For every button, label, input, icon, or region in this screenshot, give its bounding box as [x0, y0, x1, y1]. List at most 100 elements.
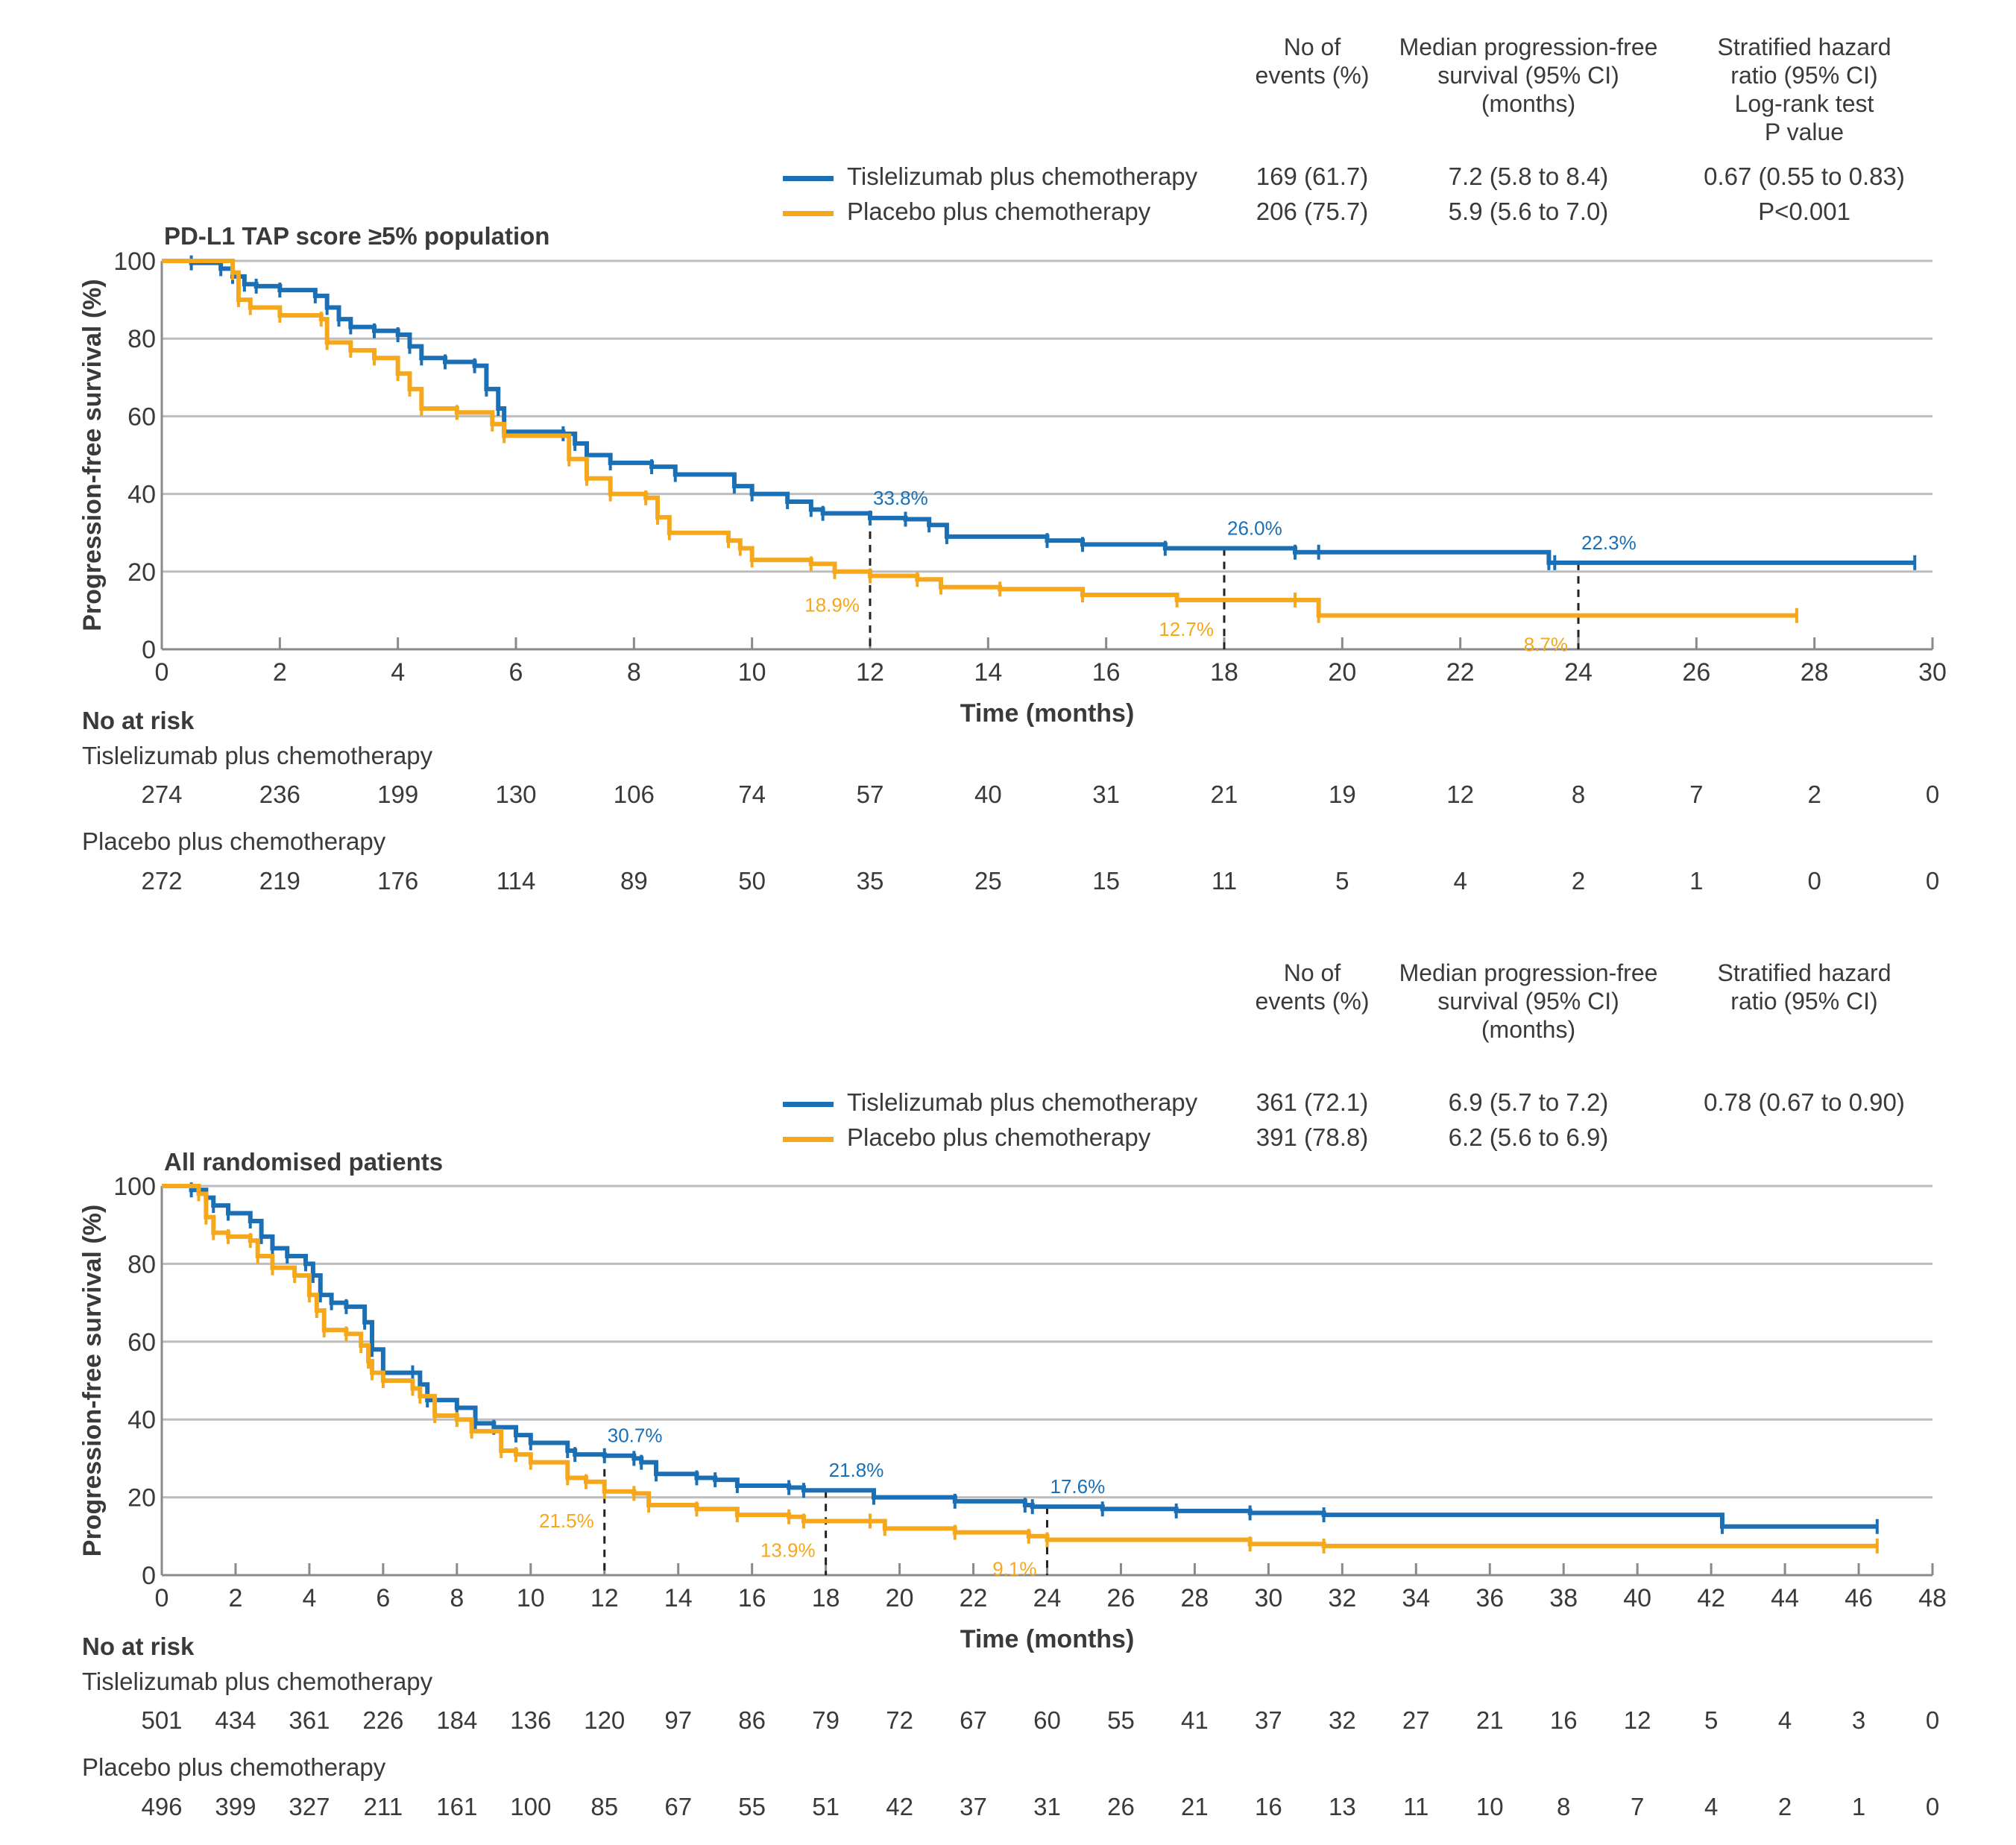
at-risk-value: 55: [738, 1793, 766, 1820]
y-axis-label: Progression-free survival (%): [78, 1205, 107, 1557]
at-risk-value: 72: [886, 1706, 913, 1734]
at-risk-value: 0: [1925, 1793, 1940, 1820]
header-median: Median progression-free survival (95% CI…: [1399, 959, 1658, 1043]
x-tick-label: 22: [1446, 658, 1475, 687]
x-tick-label: 10: [517, 1584, 545, 1612]
at-risk-value: 27: [1402, 1706, 1430, 1734]
y-tick-label: 20: [127, 558, 156, 587]
at-risk-value: 10: [1475, 1793, 1504, 1820]
legend-placebo: Placebo plus chemotherapy: [783, 1123, 1150, 1152]
at-risk-value: 4: [1704, 1793, 1719, 1820]
legend-swatch-blue: [783, 1101, 834, 1107]
km-curve-placebo: [162, 259, 1797, 618]
x-tick-label: 26: [1682, 658, 1710, 687]
at-risk-value: 21: [1181, 1793, 1209, 1820]
at-risk-value: 0: [1925, 867, 1940, 895]
at-risk-value: 11: [1403, 1793, 1429, 1820]
panel-title: PD-L1 TAP score ≥5% population: [164, 222, 550, 250]
at-risk-value: 11: [1211, 867, 1238, 895]
x-axis-label: Time (months): [960, 1625, 1135, 1653]
at-risk-value: 226: [362, 1706, 404, 1734]
landmark-label-placebo: 21.5%: [539, 1510, 594, 1532]
events-tislelizumab: 361 (72.1): [1256, 1088, 1369, 1116]
x-tick-label: 24: [1564, 658, 1593, 687]
x-tick-label: 4: [302, 1584, 316, 1612]
km-curve-tislelizumab: [162, 1184, 1877, 1529]
at-risk-value: 4: [1453, 867, 1467, 895]
y-tick-label: 0: [142, 636, 156, 664]
median-placebo: 6.2 (5.6 to 6.9): [1448, 1123, 1609, 1151]
at-risk-value: 399: [215, 1793, 256, 1820]
header-events: No of events (%): [1255, 959, 1370, 1015]
at-risk-value: 1: [1851, 1793, 1866, 1820]
at-risk-label-tislelizumab: Tislelizumab plus chemotherapy: [82, 1668, 433, 1695]
at-risk-value: 25: [974, 867, 1002, 895]
at-risk-value: 37: [960, 1793, 987, 1820]
landmark-label-tislelizumab: 26.0%: [1227, 517, 1282, 540]
y-axis-label: Progression-free survival (%): [78, 279, 107, 631]
median-tislelizumab: 7.2 (5.8 to 8.4): [1448, 163, 1609, 190]
landmark-label-placebo: 8.7%: [1524, 634, 1568, 656]
at-risk-value: 31: [1092, 780, 1121, 808]
at-risk-value: 176: [377, 867, 419, 895]
landmark-label-tislelizumab: 17.6%: [1050, 1475, 1106, 1498]
legend-tislelizumab: Tislelizumab plus chemotherapy: [783, 163, 1197, 191]
at-risk-value: 434: [215, 1706, 256, 1734]
x-tick-label: 24: [1033, 1584, 1062, 1612]
at-risk-value: 2: [1777, 1793, 1792, 1820]
at-risk-label-tislelizumab: Tislelizumab plus chemotherapy: [82, 742, 433, 769]
landmark-label-placebo: 9.1%: [992, 1557, 1036, 1580]
y-tick-label: 60: [127, 403, 156, 431]
landmark-label-placebo: 13.9%: [760, 1539, 816, 1561]
x-tick-label: 28: [1181, 1584, 1209, 1612]
at-risk-value: 120: [584, 1706, 626, 1734]
at-risk-value: 26: [1107, 1793, 1135, 1820]
km-curve-placebo: [162, 1184, 1877, 1548]
landmark-label-tislelizumab: 21.8%: [829, 1459, 884, 1481]
hazard-ratio: 0.67 (0.55 to 0.83): [1704, 163, 1905, 190]
at-risk-value: 274: [141, 780, 183, 808]
landmark-label-placebo: 12.7%: [1159, 618, 1214, 640]
at-risk-value: 97: [664, 1706, 693, 1734]
at-risk-value: 136: [510, 1706, 552, 1734]
header-hazard: Stratified hazard ratio (95% CI) Log-ran…: [1717, 34, 1891, 145]
at-risk-value: 0: [1925, 1706, 1940, 1734]
at-risk-value: 7: [1689, 780, 1704, 808]
at-risk-value: 67: [960, 1706, 987, 1734]
x-tick-label: 0: [155, 1584, 169, 1612]
at-risk-label-placebo: Placebo plus chemotherapy: [82, 1753, 386, 1781]
at-risk-value: 5: [1704, 1706, 1719, 1734]
at-risk-value: 16: [1255, 1793, 1282, 1820]
x-tick-label: 28: [1801, 658, 1829, 687]
y-tick-label: 40: [127, 1406, 156, 1434]
at-risk-value: 86: [738, 1706, 766, 1734]
header-median: Median progression-free survival (95% CI…: [1399, 34, 1658, 117]
x-tick-label: 8: [450, 1584, 464, 1612]
at-risk-value: 7: [1630, 1793, 1645, 1820]
at-risk-value: 3: [1851, 1706, 1866, 1734]
at-risk-value: 106: [613, 780, 655, 808]
x-tick-label: 18: [1210, 658, 1238, 687]
x-tick-label: 16: [1092, 658, 1121, 687]
at-risk-value: 31: [1033, 1793, 1061, 1820]
legend-placebo: Placebo plus chemotherapy: [783, 198, 1150, 226]
at-risk-value: 89: [620, 867, 648, 895]
at-risk-value: 19: [1328, 780, 1356, 808]
events-placebo: 391 (78.8): [1256, 1123, 1369, 1151]
at-risk-value: 130: [495, 780, 537, 808]
at-risk-value: 85: [590, 1793, 619, 1820]
at-risk-value: 2: [1807, 780, 1821, 808]
at-risk-value: 5: [1335, 867, 1349, 895]
legend-swatch-orange: [783, 1136, 834, 1142]
y-tick-label: 80: [127, 325, 156, 353]
at-risk-value: 74: [738, 780, 766, 808]
p-value: P<0.001: [1758, 198, 1850, 225]
at-risk-value: 40: [974, 780, 1002, 808]
at-risk-value: 35: [856, 867, 884, 895]
events-placebo: 206 (75.7): [1256, 198, 1369, 225]
x-tick-label: 14: [664, 1584, 693, 1612]
at-risk-value: 327: [289, 1793, 330, 1820]
at-risk-value: 79: [812, 1706, 840, 1734]
at-risk-value: 161: [436, 1793, 478, 1820]
x-tick-label: 44: [1771, 1584, 1799, 1612]
